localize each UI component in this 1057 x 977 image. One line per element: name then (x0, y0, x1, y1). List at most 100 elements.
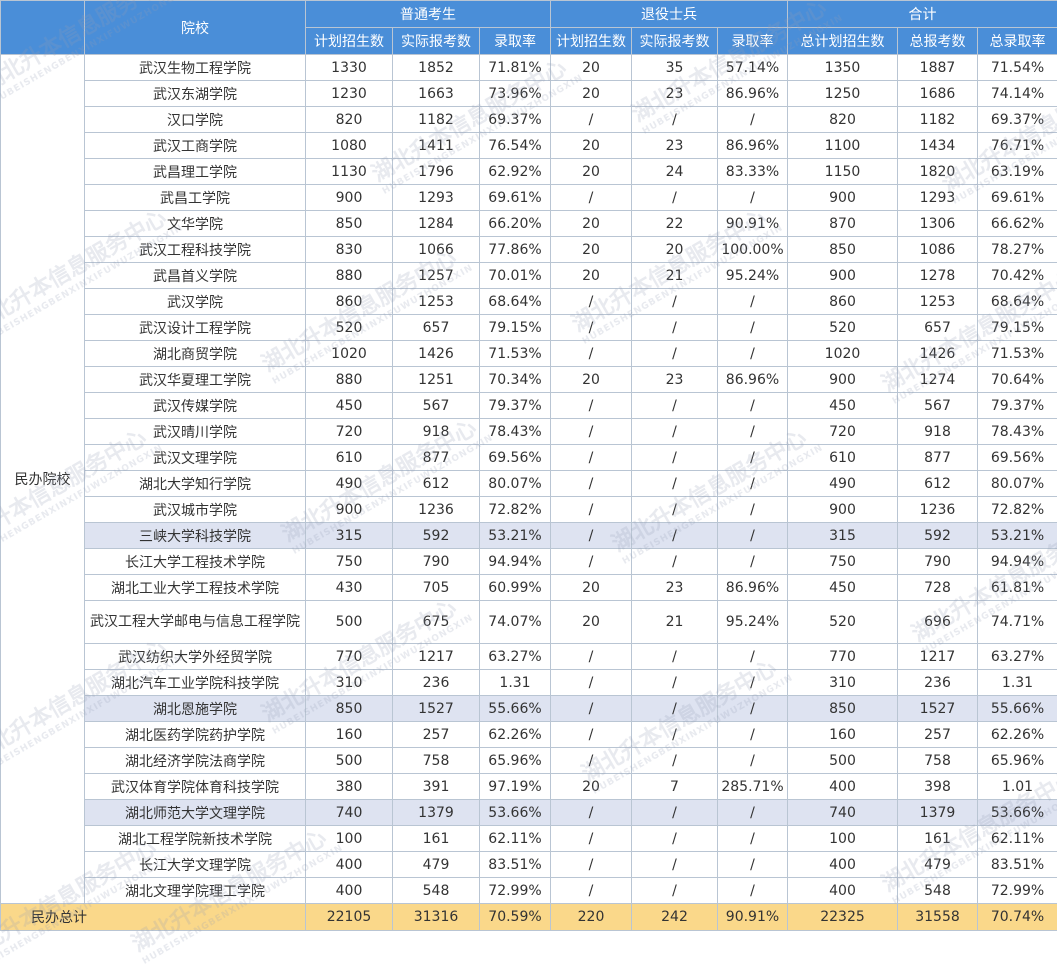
table-cell: 53.21% (978, 523, 1057, 549)
table-cell: 55.66% (480, 696, 551, 722)
school-name: 武汉设计工程学院 (85, 315, 306, 341)
header-group-veteran: 退役士兵 (551, 1, 788, 28)
table-cell: / (551, 315, 632, 341)
table-cell: 900 (306, 497, 393, 523)
total-cell: 220 (551, 904, 632, 931)
table-cell: / (551, 523, 632, 549)
table-cell: 612 (393, 471, 480, 497)
table-cell: 94.94% (480, 549, 551, 575)
table-cell: / (718, 722, 788, 748)
table-cell: 1.01 (978, 774, 1057, 800)
school-name: 湖北大学知行学院 (85, 471, 306, 497)
table-cell: 71.54% (978, 55, 1057, 81)
school-name: 武昌首义学院 (85, 263, 306, 289)
table-cell: 548 (393, 878, 480, 904)
table-cell: 21 (632, 601, 718, 644)
school-name: 湖北工业大学工程技术学院 (85, 575, 306, 601)
table-cell: 479 (393, 852, 480, 878)
table-cell: 877 (898, 445, 978, 471)
header-school: 院校 (85, 1, 306, 55)
table-cell: 1379 (393, 800, 480, 826)
table-cell: 400 (788, 878, 898, 904)
table-cell: 20 (551, 774, 632, 800)
table-cell: / (551, 800, 632, 826)
table-cell: 850 (306, 696, 393, 722)
table-cell: / (632, 341, 718, 367)
table-cell: 1250 (788, 81, 898, 107)
table-cell: 490 (788, 471, 898, 497)
table-cell: 20 (551, 263, 632, 289)
table-cell: 60.99% (480, 575, 551, 601)
table-cell: 430 (306, 575, 393, 601)
table-cell: 450 (306, 393, 393, 419)
table-cell: 1434 (898, 133, 978, 159)
table-cell: / (632, 471, 718, 497)
table-cell: 610 (306, 445, 393, 471)
table-cell: / (632, 497, 718, 523)
table-cell: 1350 (788, 55, 898, 81)
table-cell: 74.71% (978, 601, 1057, 644)
table-cell: / (718, 419, 788, 445)
table-cell: / (551, 471, 632, 497)
table-cell: / (718, 878, 788, 904)
table-cell: 69.61% (480, 185, 551, 211)
table-cell: 24 (632, 159, 718, 185)
table-cell: 900 (788, 367, 898, 393)
table-cell: 53.66% (978, 800, 1057, 826)
col-header: 录取率 (480, 28, 551, 55)
school-name: 湖北汽车工业学院科技学院 (85, 670, 306, 696)
table-cell: 63.27% (480, 644, 551, 670)
table-cell: 490 (306, 471, 393, 497)
table-cell: 61.81% (978, 575, 1057, 601)
table-cell: 22 (632, 211, 718, 237)
table-cell: 83.51% (978, 852, 1057, 878)
table-cell: 66.62% (978, 211, 1057, 237)
table-cell: 1330 (306, 55, 393, 81)
school-name: 武汉工商学院 (85, 133, 306, 159)
table-cell: 520 (306, 315, 393, 341)
table-cell: / (632, 523, 718, 549)
table-cell: 20 (551, 159, 632, 185)
total-cell: 70.74% (978, 904, 1057, 931)
table-cell: 1182 (898, 107, 978, 133)
table-cell: 398 (898, 774, 978, 800)
table-cell: / (718, 289, 788, 315)
table-cell: / (551, 289, 632, 315)
table-cell: 86.96% (718, 367, 788, 393)
col-header: 计划招生数 (551, 28, 632, 55)
table-cell: 62.26% (978, 722, 1057, 748)
table-cell: 720 (788, 419, 898, 445)
table-cell: / (718, 445, 788, 471)
table-cell: 830 (306, 237, 393, 263)
school-name: 武汉纺织大学外经贸学院 (85, 644, 306, 670)
school-name: 湖北商贸学院 (85, 341, 306, 367)
header-row-groups: 院校 普通考生 退役士兵 合计 (1, 1, 1057, 28)
table-cell: 520 (788, 315, 898, 341)
school-name: 湖北文理学院理工学院 (85, 878, 306, 904)
table-cell: 70.01% (480, 263, 551, 289)
table-cell: / (551, 696, 632, 722)
table-cell: 1080 (306, 133, 393, 159)
table-cell: / (551, 341, 632, 367)
school-name: 武汉工程科技学院 (85, 237, 306, 263)
school-name: 武汉体育学院体育科技学院 (85, 774, 306, 800)
table-cell: / (632, 107, 718, 133)
school-name: 三峡大学科技学院 (85, 523, 306, 549)
admission-table: 院校 普通考生 退役士兵 合计 计划招生数 实际报考数 录取率 计划招生数 实际… (0, 0, 1057, 931)
table-cell: / (551, 722, 632, 748)
table-cell: / (632, 445, 718, 471)
table-cell: 880 (306, 367, 393, 393)
table-cell: / (632, 289, 718, 315)
table-cell: 391 (393, 774, 480, 800)
table-cell: 62.92% (480, 159, 551, 185)
school-name: 湖北恩施学院 (85, 696, 306, 722)
col-header: 总计划招生数 (788, 28, 898, 55)
table-cell: 20 (551, 237, 632, 263)
table-cell: 76.71% (978, 133, 1057, 159)
